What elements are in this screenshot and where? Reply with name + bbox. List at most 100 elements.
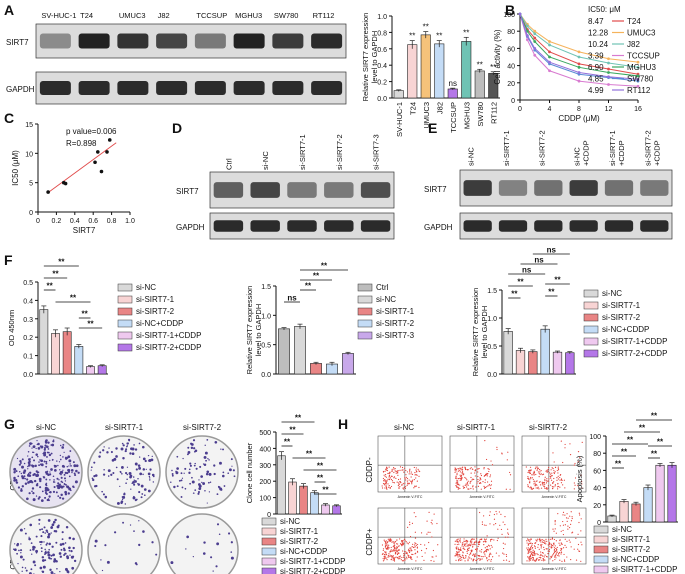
g-colony — [192, 439, 196, 442]
g-colony — [21, 485, 24, 488]
g-colony — [193, 447, 196, 450]
g-colony — [145, 468, 147, 470]
h-event — [461, 559, 463, 561]
g-colony — [16, 457, 19, 460]
g-colony — [143, 494, 146, 497]
h-event — [554, 523, 556, 525]
h-event — [431, 523, 433, 525]
g-colony — [133, 495, 135, 498]
h-event — [462, 557, 465, 559]
h-event — [390, 475, 393, 477]
h-event — [489, 476, 491, 478]
g-colony — [203, 541, 206, 544]
g-colony — [113, 531, 117, 534]
e-gapdh-blot-band — [463, 220, 492, 232]
h-event — [410, 480, 412, 483]
h-event — [559, 479, 561, 481]
e-sirt7-blot-band — [463, 180, 492, 196]
g-colony — [138, 466, 142, 470]
h-legend-swatch — [593, 535, 609, 544]
h-event — [559, 525, 561, 527]
h-event — [456, 485, 458, 487]
h-event — [530, 557, 532, 559]
h-event — [389, 472, 391, 474]
g-colony — [59, 496, 62, 499]
h-event — [410, 476, 412, 478]
h-event — [398, 545, 400, 547]
h-event — [532, 551, 534, 553]
h-event — [397, 549, 399, 552]
g-colony — [230, 551, 233, 553]
h-event — [494, 522, 497, 525]
h-event — [418, 486, 420, 489]
h-event — [415, 544, 417, 546]
h-event — [414, 549, 416, 551]
h-event — [479, 559, 481, 561]
h-event — [456, 553, 458, 556]
h-event — [428, 541, 430, 544]
h-event — [406, 558, 408, 560]
f3-chart-ytick-label: 0.0 — [487, 372, 497, 379]
h-event — [408, 549, 411, 552]
g-colony — [134, 499, 137, 502]
h-event — [454, 543, 456, 545]
e-gapdh-blot-band — [498, 220, 528, 232]
h-event — [560, 473, 562, 476]
h-event — [488, 483, 490, 486]
h-event — [390, 558, 393, 560]
h-event — [533, 480, 535, 482]
g-colony — [41, 556, 45, 559]
g-colony — [133, 479, 135, 481]
g-colony — [175, 471, 179, 475]
b-point — [607, 71, 610, 74]
g-colony — [23, 469, 27, 473]
g-colony — [28, 492, 31, 495]
h-event — [538, 476, 540, 478]
g-legend-label: si-SIRT7-1+CDDP — [280, 557, 345, 566]
f2-legend-swatch — [357, 283, 373, 292]
g-colony — [126, 478, 128, 481]
h-legend-label: si-NC — [612, 525, 632, 534]
h-event — [542, 555, 544, 557]
h-event — [386, 488, 388, 490]
h-event — [504, 523, 506, 526]
h-event — [553, 481, 555, 483]
h-event — [555, 554, 557, 556]
h-event — [400, 484, 403, 486]
h-event — [509, 488, 511, 490]
h-event — [405, 486, 407, 488]
h-event — [463, 538, 465, 540]
h-chart-ytick-label: 0 — [597, 520, 601, 527]
a-chart-sig: ** — [423, 23, 429, 32]
g-colony — [106, 560, 110, 564]
g-colony — [170, 481, 172, 483]
h-event — [384, 545, 387, 547]
h-event — [387, 478, 389, 480]
f3-chart-ytick-label: 1.5 — [487, 288, 497, 295]
g-colony — [213, 472, 216, 476]
g-colony — [74, 474, 76, 476]
h-event — [404, 559, 406, 562]
h-event — [386, 547, 388, 549]
h-event — [425, 548, 428, 550]
h-event — [529, 554, 532, 557]
h-chart-ytick-label: 60 — [593, 468, 601, 475]
c-ytick-label: 5 — [29, 181, 33, 188]
g-colony — [197, 490, 201, 494]
h-event — [460, 475, 462, 477]
g-colony — [72, 555, 75, 558]
h-event — [395, 472, 397, 474]
h-event — [509, 474, 512, 476]
h-event — [581, 487, 583, 489]
h-event — [393, 560, 396, 562]
h-event — [547, 470, 549, 472]
h-event — [470, 538, 472, 540]
h-event — [390, 549, 392, 551]
f2-legend-label: si-SIRT7-3 — [376, 331, 415, 340]
h-event — [393, 476, 396, 478]
h-event — [563, 479, 565, 481]
g-colony — [44, 491, 47, 494]
g-colony — [138, 520, 140, 522]
h-event — [545, 548, 547, 550]
h-event — [405, 556, 408, 558]
